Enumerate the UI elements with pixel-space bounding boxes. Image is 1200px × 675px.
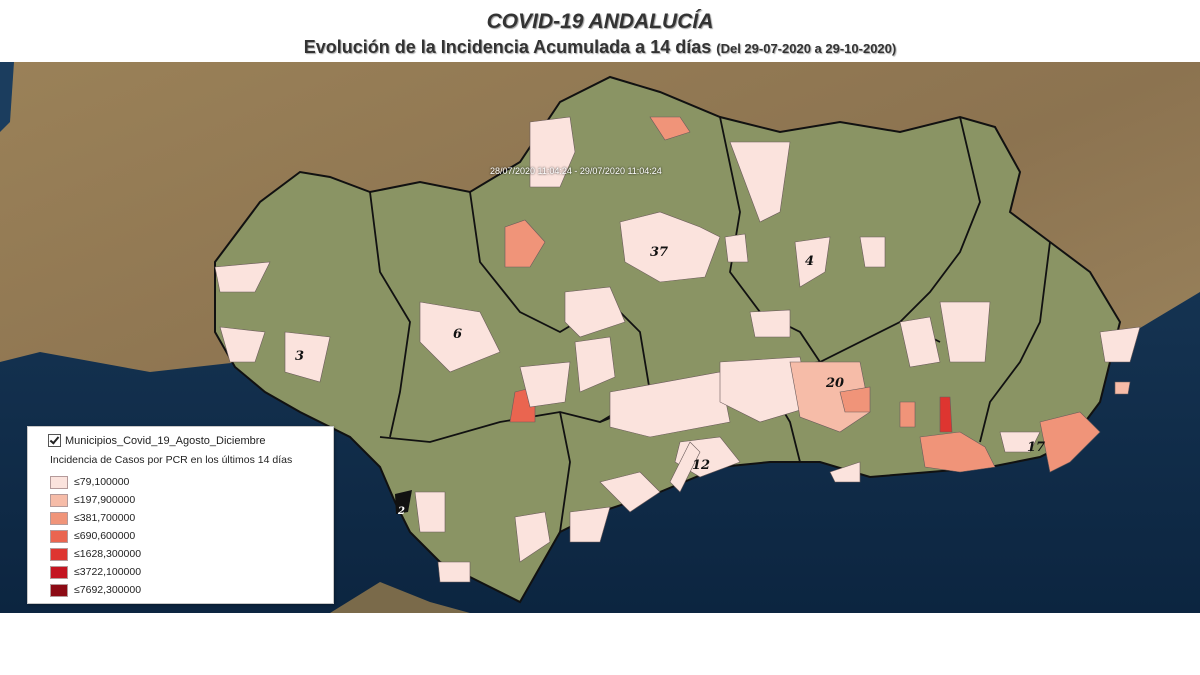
- municipality: [1114, 381, 1131, 395]
- label: 17: [1027, 440, 1045, 455]
- municipality: [514, 511, 551, 563]
- municipality: [564, 286, 626, 338]
- legend-label: ≤79,100000: [74, 476, 130, 488]
- municipality: [919, 431, 996, 473]
- municipality: [437, 561, 471, 583]
- municipality: [839, 386, 871, 413]
- municipality: [1099, 326, 1141, 363]
- label: 6: [453, 327, 462, 342]
- legend-swatch: [50, 493, 68, 507]
- legend-label: ≤3722,100000: [74, 566, 142, 578]
- legend-label: ≤197,900000: [74, 494, 136, 506]
- municipality: [649, 116, 691, 141]
- municipality: [749, 309, 791, 338]
- legend-item: ≤197,900000: [50, 493, 135, 507]
- legend-item: ≤79,100000: [50, 475, 129, 489]
- map-title: COVID-19 ANDALUCÍA: [486, 10, 714, 33]
- municipality: [939, 396, 953, 433]
- municipality: [414, 491, 446, 533]
- municipality: [599, 471, 661, 513]
- label: 2: [397, 506, 405, 517]
- municipality: [1039, 411, 1101, 473]
- label: 20: [825, 376, 844, 391]
- municipality: [504, 219, 546, 268]
- legend-swatch: [50, 547, 68, 561]
- municipality: [789, 361, 871, 433]
- municipality: [999, 431, 1041, 453]
- municipality: [609, 371, 731, 438]
- title-block: COVID-19 ANDALUCÍA Evolución de la Incid…: [0, 0, 1200, 62]
- municipality: [669, 441, 701, 493]
- label: 4: [805, 254, 814, 269]
- dark-municipality: [395, 490, 412, 514]
- municipality: [214, 261, 271, 293]
- municipality: [719, 356, 811, 423]
- bottom-strip: [0, 613, 1200, 675]
- municipality: [519, 361, 571, 408]
- land-africa: [330, 582, 470, 613]
- left-water: [0, 62, 14, 132]
- layer-checkbox[interactable]: [48, 434, 61, 447]
- municipality: [939, 301, 991, 363]
- municipality: [284, 331, 331, 383]
- label: 37: [650, 245, 668, 260]
- municipality: [724, 233, 749, 263]
- municipality: [574, 336, 616, 393]
- label: 12: [692, 458, 710, 473]
- municipality: [619, 211, 721, 283]
- date-range: (Del 29-07-2020 a 29-10-2020): [716, 41, 897, 56]
- region-labels: 37 6 3 4 20 17 12 2: [295, 245, 1045, 517]
- subtitle-text: Evolución de la Incidencia Acumulada a 1…: [303, 37, 712, 57]
- municipality: [219, 326, 266, 363]
- timestamp-label: 28/07/2020 11:04:24 - 29/07/2020 11:04:2…: [490, 166, 662, 176]
- legend-label: ≤1628,300000: [74, 548, 142, 560]
- legend-item: ≤3722,100000: [50, 565, 141, 579]
- legend-item: ≤7692,300000: [50, 583, 141, 597]
- map-subtitle: Evolución de la Incidencia Acumulada a 1…: [0, 37, 1200, 58]
- municipality: [899, 401, 916, 428]
- layer-name: Municipios_Covid_19_Agosto_Diciembre: [65, 434, 266, 447]
- municipality: [794, 236, 831, 288]
- municipality: [829, 461, 861, 483]
- municipality: [569, 506, 611, 543]
- municipality: [859, 236, 886, 268]
- municipalities: [214, 116, 1141, 583]
- legend-item: ≤381,700000: [50, 511, 135, 525]
- municipality: [899, 316, 941, 368]
- legend-swatch: [50, 565, 68, 579]
- legend-swatch: [50, 475, 68, 489]
- legend-label: ≤381,700000: [74, 512, 136, 524]
- label: 3: [295, 349, 304, 364]
- municipality: [419, 301, 501, 373]
- legend-label: ≤7692,300000: [74, 584, 142, 596]
- legend-panel: Municipios_Covid_19_Agosto_Diciembre Inc…: [27, 426, 334, 604]
- municipality: [729, 141, 791, 223]
- legend-label: ≤690,600000: [74, 530, 136, 542]
- legend-swatch: [50, 529, 68, 543]
- legend-swatch: [50, 511, 68, 525]
- legend-title: Incidencia de Casos por PCR en los últim…: [50, 454, 293, 466]
- legend-item: ≤690,600000: [50, 529, 135, 543]
- legend-item: ≤1628,300000: [50, 547, 141, 561]
- layer-toggle[interactable]: Municipios_Covid_19_Agosto_Diciembre: [48, 434, 266, 447]
- municipality: [529, 116, 576, 188]
- legend-swatch: [50, 583, 68, 597]
